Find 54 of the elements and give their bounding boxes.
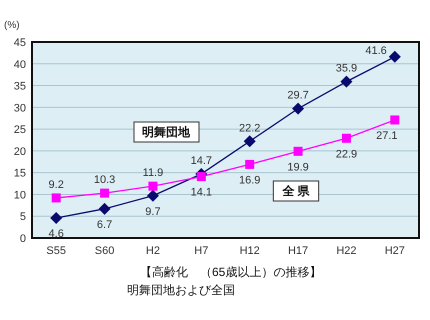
data-label: 6.7 bbox=[96, 218, 112, 231]
text: 明舞団地 bbox=[142, 125, 191, 139]
text: 明舞団地および全国 bbox=[127, 283, 235, 297]
point bbox=[50, 212, 62, 224]
point bbox=[292, 102, 304, 115]
y-tick-label: 35 bbox=[14, 80, 26, 93]
point bbox=[244, 135, 256, 148]
data-label: 22.2 bbox=[238, 122, 260, 134]
x-tick-label: H2 bbox=[146, 245, 160, 257]
text: 全 県 bbox=[281, 184, 311, 198]
data-label: 16.9 bbox=[238, 174, 260, 186]
x-tick-label: H27 bbox=[384, 245, 405, 257]
x-tick-label: S55 bbox=[46, 245, 66, 257]
y-tick-label: 5 bbox=[20, 211, 26, 224]
x-tick-label: H12 bbox=[240, 245, 260, 257]
data-label: 19.9 bbox=[287, 161, 309, 174]
data-label: 9.2 bbox=[48, 178, 64, 191]
point bbox=[100, 188, 110, 198]
data-label: 41.6 bbox=[365, 44, 387, 57]
point bbox=[340, 76, 352, 88]
point bbox=[342, 134, 351, 143]
point bbox=[388, 50, 401, 63]
data-label: 22.9 bbox=[336, 148, 358, 160]
y-tick-label: 10 bbox=[14, 189, 26, 202]
data-label: 14.1 bbox=[190, 186, 212, 199]
y-tick-label: 25 bbox=[14, 124, 26, 136]
point bbox=[245, 160, 254, 169]
point bbox=[52, 193, 61, 202]
y-tick-label: 0 bbox=[20, 233, 26, 245]
data-label: 11.9 bbox=[142, 167, 164, 180]
data-label: 29.7 bbox=[287, 90, 309, 102]
data-label: 4.6 bbox=[48, 228, 64, 240]
x-tick-label: H7 bbox=[194, 245, 208, 257]
data-label: 10.3 bbox=[94, 174, 116, 186]
x-tick-label: S60 bbox=[94, 245, 114, 257]
point bbox=[148, 182, 158, 191]
x-tick-label: H22 bbox=[336, 245, 357, 257]
y-tick-label: 40 bbox=[14, 58, 26, 71]
data-label: 9.7 bbox=[145, 206, 161, 218]
y-tick-label: 20 bbox=[14, 146, 26, 158]
point bbox=[98, 202, 111, 215]
data-label: 14.7 bbox=[190, 154, 212, 167]
point bbox=[390, 115, 400, 124]
point bbox=[196, 172, 206, 182]
y-tick-label: 45 bbox=[14, 37, 26, 49]
y-axis-title: (%) bbox=[4, 20, 20, 31]
data-label: 35.9 bbox=[336, 62, 358, 75]
point bbox=[294, 146, 303, 156]
data-label: 27.1 bbox=[376, 130, 398, 142]
y-tick-label: 30 bbox=[14, 102, 26, 114]
text: 【高齢化 （65歳以上）の推移】 bbox=[140, 265, 322, 279]
x-tick-label: H17 bbox=[288, 245, 308, 257]
point bbox=[146, 190, 159, 202]
y-tick-label: 15 bbox=[14, 168, 26, 180]
